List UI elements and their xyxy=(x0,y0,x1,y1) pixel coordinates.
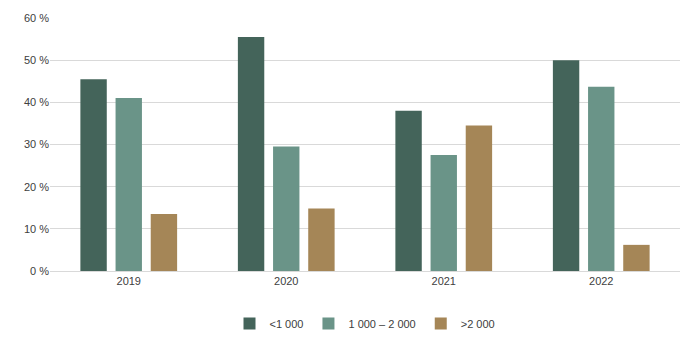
svg-text:2020: 2020 xyxy=(274,275,298,287)
svg-text:60 %: 60 % xyxy=(24,12,49,24)
svg-text:30 %: 30 % xyxy=(24,138,49,150)
svg-text:>2 000: >2 000 xyxy=(461,318,495,330)
svg-text:1 000 – 2 000: 1 000 – 2 000 xyxy=(348,318,415,330)
svg-text:2019: 2019 xyxy=(117,275,141,287)
svg-text:0 %: 0 % xyxy=(30,265,49,277)
svg-text:<1 000: <1 000 xyxy=(270,318,304,330)
svg-text:40 %: 40 % xyxy=(24,96,49,108)
svg-text:50 %: 50 % xyxy=(24,54,49,66)
svg-text:2021: 2021 xyxy=(432,275,456,287)
svg-text:10 %: 10 % xyxy=(24,223,49,235)
svg-text:20 %: 20 % xyxy=(24,181,49,193)
svg-text:2022: 2022 xyxy=(589,275,613,287)
